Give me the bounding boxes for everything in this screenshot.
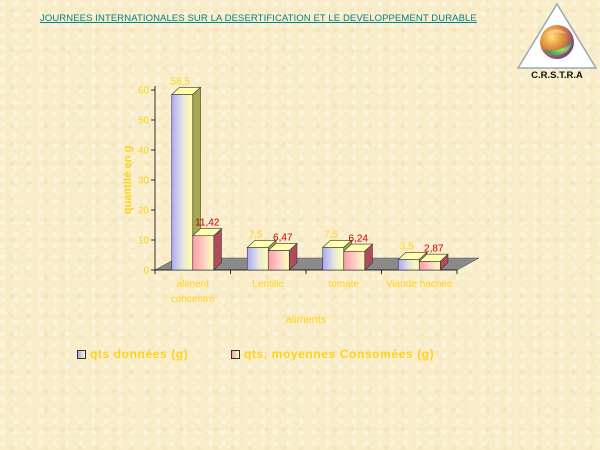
- data-label-series-1: 3,5: [400, 242, 414, 253]
- bar-series-2-2: [267, 242, 298, 271]
- y-tick-label: 20: [138, 206, 150, 217]
- x-axis-title: aliments: [286, 314, 327, 326]
- data-label-series-2: 2,87: [424, 243, 444, 254]
- legend-item-series-2: qts, moyennes Consomées (g): [231, 347, 434, 361]
- bar-front: [343, 250, 366, 271]
- bar-front: [397, 259, 420, 271]
- crstra-logo: C.R.S.T.R.A: [516, 2, 598, 81]
- x-tick-label: aliment: [177, 279, 209, 290]
- data-label-series-2: 6,47: [273, 233, 293, 244]
- bar-series-1-1: [170, 86, 202, 271]
- y-tick-label: 30: [138, 176, 150, 187]
- bar-series-2-3: [342, 243, 374, 271]
- bar-front: [322, 247, 345, 271]
- bar-front: [418, 261, 441, 271]
- bar-front: [171, 94, 194, 271]
- page-title: JOURNEES INTERNATIONALES SUR LA DESERTIF…: [40, 13, 477, 24]
- y-tick-label: 60: [138, 86, 150, 97]
- bar-front: [246, 247, 269, 271]
- data-label-series-2: 11,42: [195, 218, 220, 229]
- y-tick-label: 50: [138, 116, 150, 127]
- y-tick-label: 10: [138, 236, 150, 247]
- x-tick-label: Viande hachée: [386, 279, 453, 290]
- x-tick-label: Lentille: [252, 279, 284, 290]
- data-label-series-1: 7,5: [324, 230, 338, 241]
- legend-label-series-1: qts données (g): [90, 347, 189, 361]
- data-label-series-1: 58,5: [171, 77, 191, 88]
- legend-swatch-series-2: [231, 349, 240, 359]
- bar-series-2-4: [418, 253, 449, 271]
- bar-front: [192, 235, 215, 271]
- legend-item-series-1: qts données (g): [77, 347, 188, 361]
- x-tick-label: tomate: [328, 279, 359, 290]
- bar-series-2-1: [191, 227, 223, 271]
- y-tick-label: 40: [138, 146, 150, 157]
- legend-label-series-2: qts, moyennes Consomées (g): [244, 347, 435, 361]
- bar-front: [267, 250, 290, 271]
- crstra-logo-icon: [540, 25, 574, 59]
- data-label-series-2: 6,24: [349, 233, 369, 244]
- x-tick-label: concentré: [171, 294, 215, 305]
- y-axis-title: quantité en g: [122, 146, 134, 214]
- logo-text: C.R.S.T.R.A: [531, 70, 583, 81]
- legend-swatch-series-1: [77, 349, 86, 359]
- y-tick-label: 0: [143, 266, 149, 277]
- data-label-series-1: 7,5: [249, 230, 263, 241]
